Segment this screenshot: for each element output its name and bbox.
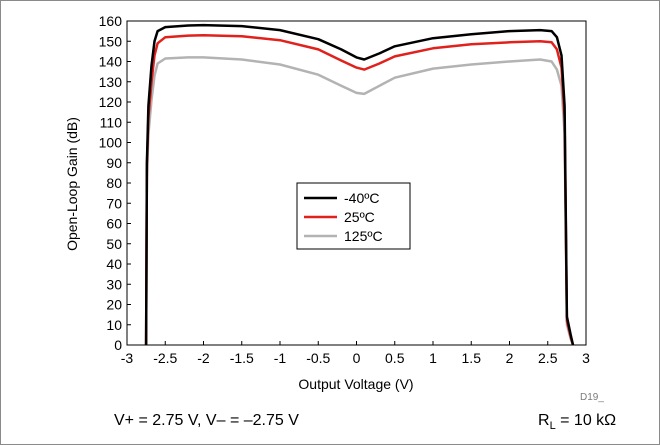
series-line xyxy=(144,23,575,346)
y-tick-label: 160 xyxy=(99,13,123,29)
y-tick-label: 130 xyxy=(99,74,123,90)
figure-id: D19_ xyxy=(580,392,604,403)
y-tick-label: 0 xyxy=(114,337,122,353)
y-tick-label: 10 xyxy=(106,317,122,333)
y-tick-label: 70 xyxy=(106,195,122,211)
y-tick-label: 60 xyxy=(106,216,122,232)
y-tick-label: 110 xyxy=(100,114,123,130)
x-tick-label: 2 xyxy=(506,350,514,366)
legend-label: 25ºC xyxy=(344,209,375,225)
x-axis-label: Output Voltage (V) xyxy=(298,376,413,392)
x-tick-labels: -3 -2.5 -2 -1.5 -1 -0.5 0 0.5 1 1.5 2 2.5 3 xyxy=(121,350,590,366)
y-axis-label: Open-Loop Gain (dB) xyxy=(64,117,80,251)
x-tick-label: -0.5 xyxy=(306,350,330,366)
legend: -40ºC 25ºC 125ºC xyxy=(296,182,411,250)
x-tick-label: 0 xyxy=(353,350,361,366)
series-line xyxy=(144,33,575,346)
x-tick-label: 3 xyxy=(582,350,590,366)
y-tick-label: 50 xyxy=(106,236,122,252)
x-tick-label: -2 xyxy=(197,350,210,366)
x-tick-label: -3 xyxy=(121,350,134,366)
legend-label: 125ºC xyxy=(344,228,383,244)
x-tick-label: 2.5 xyxy=(538,350,558,366)
x-tick-label: -1.5 xyxy=(230,350,254,366)
y-tick-label: 40 xyxy=(106,256,122,272)
y-tick-label: 120 xyxy=(99,94,123,110)
series-lines xyxy=(144,23,575,346)
x-tick-label: 1 xyxy=(429,350,437,366)
y-tick-label: 150 xyxy=(99,33,123,49)
load-condition: RL = 10 kΩ xyxy=(538,412,616,432)
load-symbol: R xyxy=(538,412,550,429)
y-tick-label: 90 xyxy=(106,155,122,171)
x-tick-label: 0.5 xyxy=(385,350,405,366)
x-tick-label: -1 xyxy=(274,350,287,366)
x-tick-label: 1.5 xyxy=(462,350,482,366)
load-value: = 10 kΩ xyxy=(555,412,617,429)
supply-conditions: V+ = 2.75 V, V– = –2.75 V xyxy=(114,412,299,429)
y-tick-label: 20 xyxy=(106,297,122,313)
y-tick-labels: 0 10 20 30 40 50 60 70 80 90 100 110 120 130 140 150 160 xyxy=(99,13,123,353)
y-tick-label: 80 xyxy=(106,175,122,191)
x-tick-label: -2.5 xyxy=(153,350,177,366)
y-tick-label: 100 xyxy=(99,135,123,151)
y-tick-label: 140 xyxy=(99,54,123,70)
load-subscript: L xyxy=(549,420,556,433)
axis-ticks xyxy=(126,20,587,346)
y-tick-label: 30 xyxy=(106,276,122,292)
series-line xyxy=(144,56,575,346)
legend-label: -40ºC xyxy=(344,190,379,206)
